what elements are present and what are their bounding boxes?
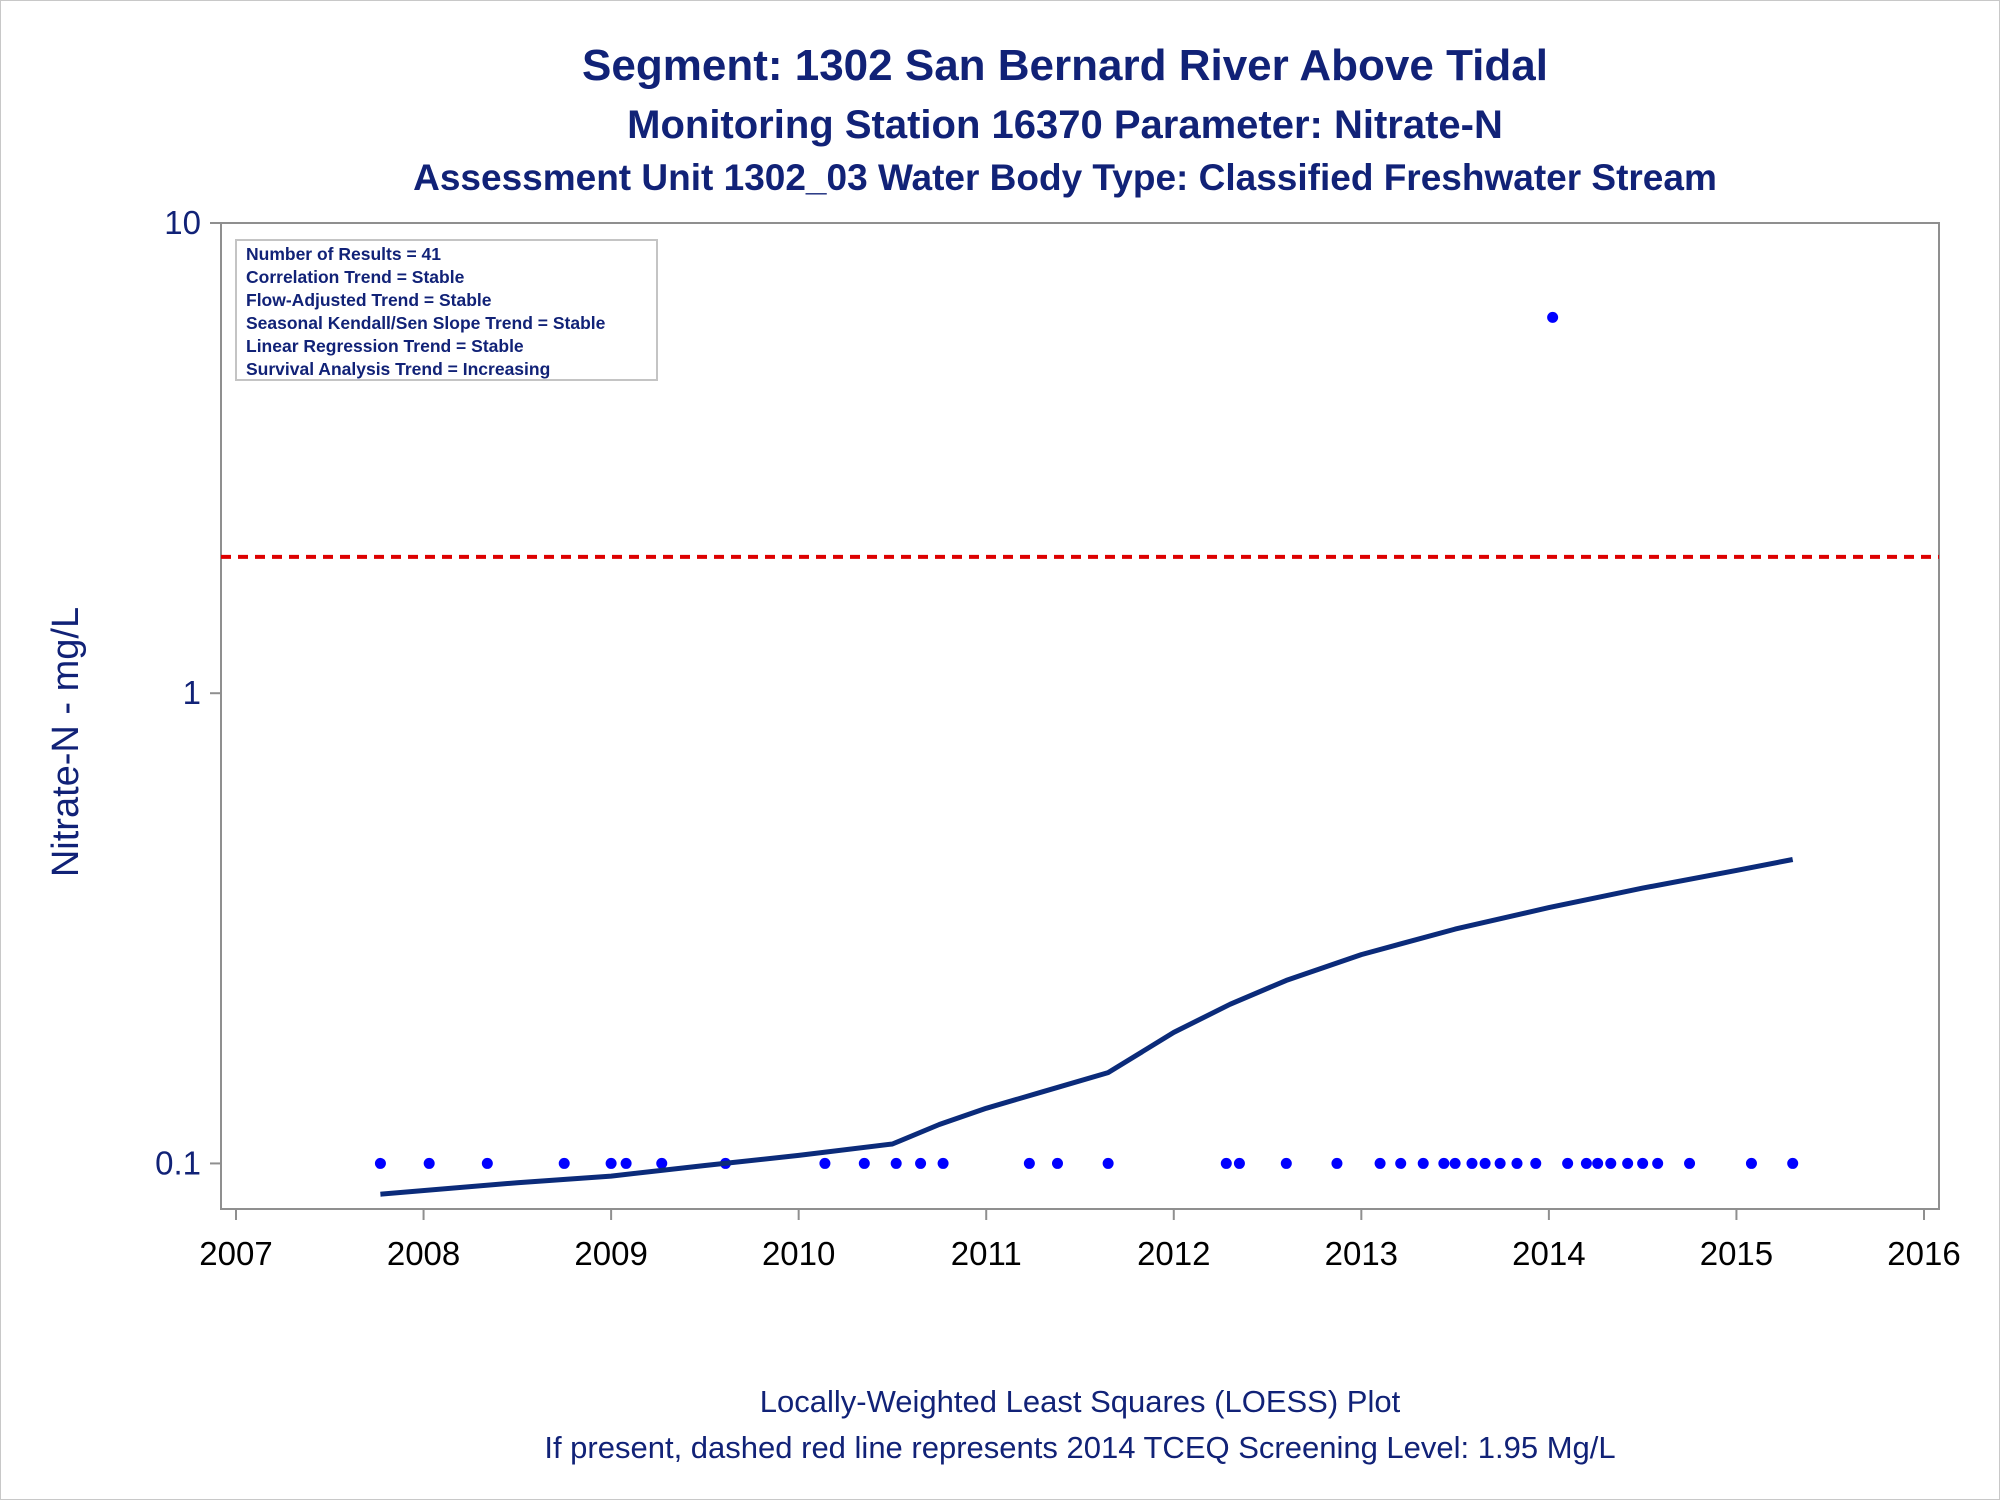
y-axis-label: Nitrate-N - mg/L [45, 607, 87, 877]
data-point [1787, 1157, 1799, 1169]
stats-box-border [235, 239, 658, 381]
data-point [1438, 1157, 1450, 1169]
data-point [1331, 1157, 1343, 1169]
chart-subtitle-2: Assessment Unit 1302_03 Water Body Type:… [413, 157, 1717, 198]
data-point [1395, 1157, 1407, 1169]
data-point [1102, 1157, 1114, 1169]
x-tick-label: 2008 [387, 1235, 460, 1272]
x-tick-label: 2013 [1325, 1235, 1398, 1272]
stats-line: Correlation Trend = Stable [246, 267, 465, 287]
data-point [819, 1157, 831, 1169]
data-point [1684, 1157, 1696, 1169]
data-point [858, 1157, 870, 1169]
data-point [1494, 1157, 1506, 1169]
y-tick-label: 1 [183, 674, 201, 711]
data-point [1466, 1157, 1478, 1169]
data-point [1511, 1157, 1523, 1169]
data-point [937, 1157, 949, 1169]
x-tick-label: 2010 [762, 1235, 835, 1272]
data-point [1580, 1157, 1592, 1169]
data-point [1530, 1157, 1542, 1169]
chart-subtitle: Monitoring Station 16370 Parameter: Nitr… [627, 103, 1503, 147]
data-point [1547, 311, 1559, 323]
x-tick-label: 2009 [574, 1235, 647, 1272]
data-point [1622, 1157, 1634, 1169]
data-point [1051, 1157, 1063, 1169]
data-point [656, 1157, 668, 1169]
data-point [1479, 1157, 1491, 1169]
stats-box: Number of Results = 41 Correlation Trend… [235, 239, 658, 381]
loess-line [380, 857, 1794, 1197]
stats-line: Linear Regression Trend = Stable [246, 336, 524, 356]
stats-line: Number of Results = 41 [246, 244, 441, 264]
data-point [1605, 1157, 1617, 1169]
data-point [1233, 1157, 1245, 1169]
data-point [620, 1157, 632, 1169]
data-point [423, 1157, 435, 1169]
data-point [1023, 1157, 1035, 1169]
x-tick-label: 2007 [199, 1235, 272, 1272]
x-tick-label: 2014 [1512, 1235, 1585, 1272]
data-point [1652, 1157, 1664, 1169]
x-tick-label: 2015 [1700, 1235, 1773, 1272]
x-tick-label: 2016 [1887, 1235, 1960, 1272]
data-point [558, 1157, 570, 1169]
stats-line: Seasonal Kendall/Sen Slope Trend = Stabl… [246, 313, 606, 333]
data-point [1592, 1157, 1604, 1169]
data-point [605, 1157, 617, 1169]
stats-line: Survival Analysis Trend = Increasing [246, 359, 550, 379]
data-point [374, 1157, 386, 1169]
stats-line: Flow-Adjusted Trend = Stable [246, 290, 492, 310]
y-tick-label: 0.1 [155, 1144, 201, 1181]
data-point [481, 1157, 493, 1169]
data-point [1745, 1157, 1757, 1169]
data-point [1637, 1157, 1649, 1169]
data-point [1220, 1157, 1232, 1169]
footnote-line: If present, dashed red line represents 2… [544, 1430, 1615, 1465]
data-point [1449, 1157, 1461, 1169]
data-point [1374, 1157, 1386, 1169]
footnote-line: Locally-Weighted Least Squares (LOESS) P… [760, 1384, 1401, 1419]
data-point [1562, 1157, 1574, 1169]
chart-title: Segment: 1302 San Bernard River Above Ti… [582, 41, 1548, 90]
data-point [915, 1157, 927, 1169]
y-tick-label: 10 [164, 204, 201, 241]
data-point [1280, 1157, 1292, 1169]
data-point [890, 1157, 902, 1169]
x-tick-label: 2012 [1137, 1235, 1210, 1272]
data-point [1417, 1157, 1429, 1169]
plot-area [220, 222, 1940, 1210]
x-tick-label: 2011 [951, 1235, 1022, 1272]
